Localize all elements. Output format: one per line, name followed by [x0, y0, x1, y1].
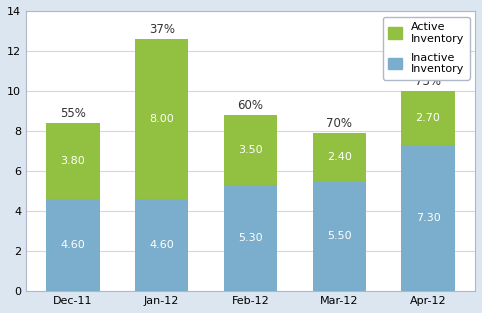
Bar: [224, 185, 277, 291]
Text: 60%: 60%: [238, 99, 264, 112]
Bar: [402, 91, 455, 145]
Bar: [313, 181, 366, 291]
Legend: Active
Inventory, Inactive
Inventory: Active Inventory, Inactive Inventory: [383, 17, 469, 80]
Text: 55%: 55%: [60, 107, 86, 120]
Text: 3.80: 3.80: [61, 156, 85, 166]
Text: 3.50: 3.50: [238, 145, 263, 155]
Bar: [224, 115, 277, 185]
Bar: [135, 199, 188, 291]
Text: 2.40: 2.40: [327, 152, 352, 162]
Text: 8.00: 8.00: [149, 114, 174, 124]
Bar: [46, 123, 100, 199]
Text: 4.60: 4.60: [149, 240, 174, 250]
Text: 7.30: 7.30: [415, 213, 441, 223]
Text: 2.70: 2.70: [415, 113, 441, 123]
Text: 5.50: 5.50: [327, 231, 351, 241]
Bar: [46, 199, 100, 291]
Bar: [402, 145, 455, 291]
Bar: [135, 39, 188, 199]
Text: 37%: 37%: [149, 23, 175, 36]
Text: 73%: 73%: [415, 75, 441, 88]
Text: 70%: 70%: [326, 117, 352, 130]
Text: 4.60: 4.60: [61, 240, 85, 250]
Bar: [313, 133, 366, 181]
Text: 5.30: 5.30: [238, 233, 263, 243]
